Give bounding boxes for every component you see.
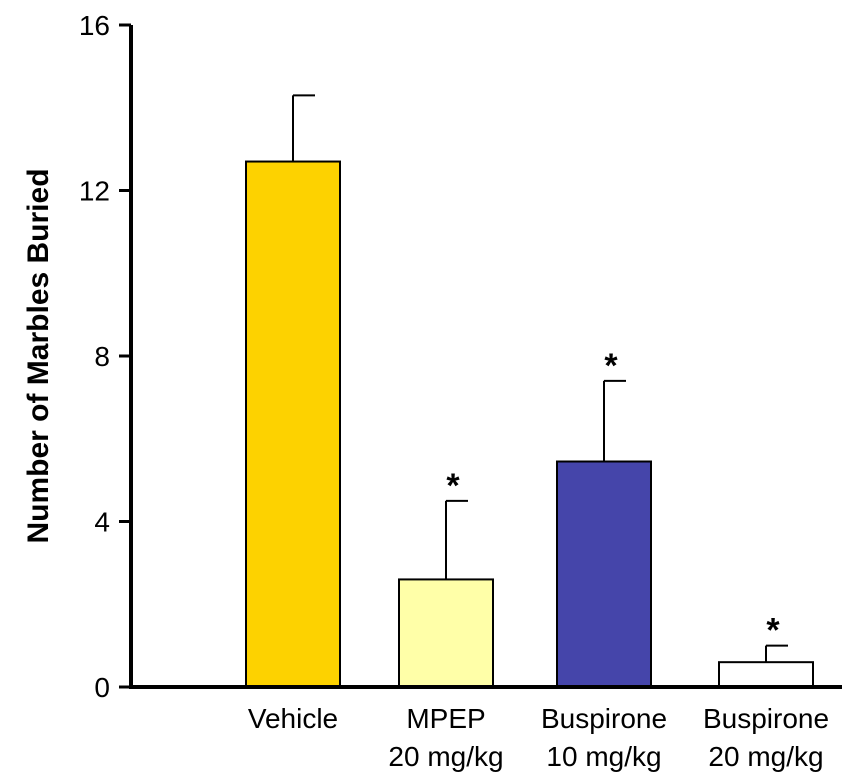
bar: [718, 661, 814, 688]
category-label: Buspirone: [541, 703, 667, 734]
y-tick-label: 0: [94, 672, 110, 703]
y-tick-label: 4: [94, 507, 110, 538]
y-tick-label: 12: [79, 176, 110, 207]
category-label-dose: 20 mg/kg: [388, 741, 503, 772]
category-label: Vehicle: [248, 703, 338, 734]
category-label: Buspirone: [703, 703, 829, 734]
bar: [245, 160, 341, 689]
bars-layer: * * *: [245, 94, 814, 689]
category-label-dose: 10 mg/kg: [546, 741, 661, 772]
y-ticks: 0 4 8 12 16: [79, 10, 131, 703]
y-axis-label: Number of Marbles Buried: [22, 168, 55, 543]
significance-marker: *: [604, 347, 618, 385]
significance-marker: *: [766, 612, 780, 650]
bar: [556, 460, 652, 688]
category-label: MPEP: [406, 703, 485, 734]
category-labels: Vehicle MPEP 20 mg/kg Buspirone 10 mg/kg Busp…: [248, 703, 829, 772]
y-tick-label: 16: [79, 10, 110, 41]
significance-marker: *: [446, 467, 460, 505]
bar: [398, 578, 494, 688]
category-label-dose: 20 mg/kg: [708, 741, 823, 772]
y-tick-label: 8: [94, 341, 110, 372]
